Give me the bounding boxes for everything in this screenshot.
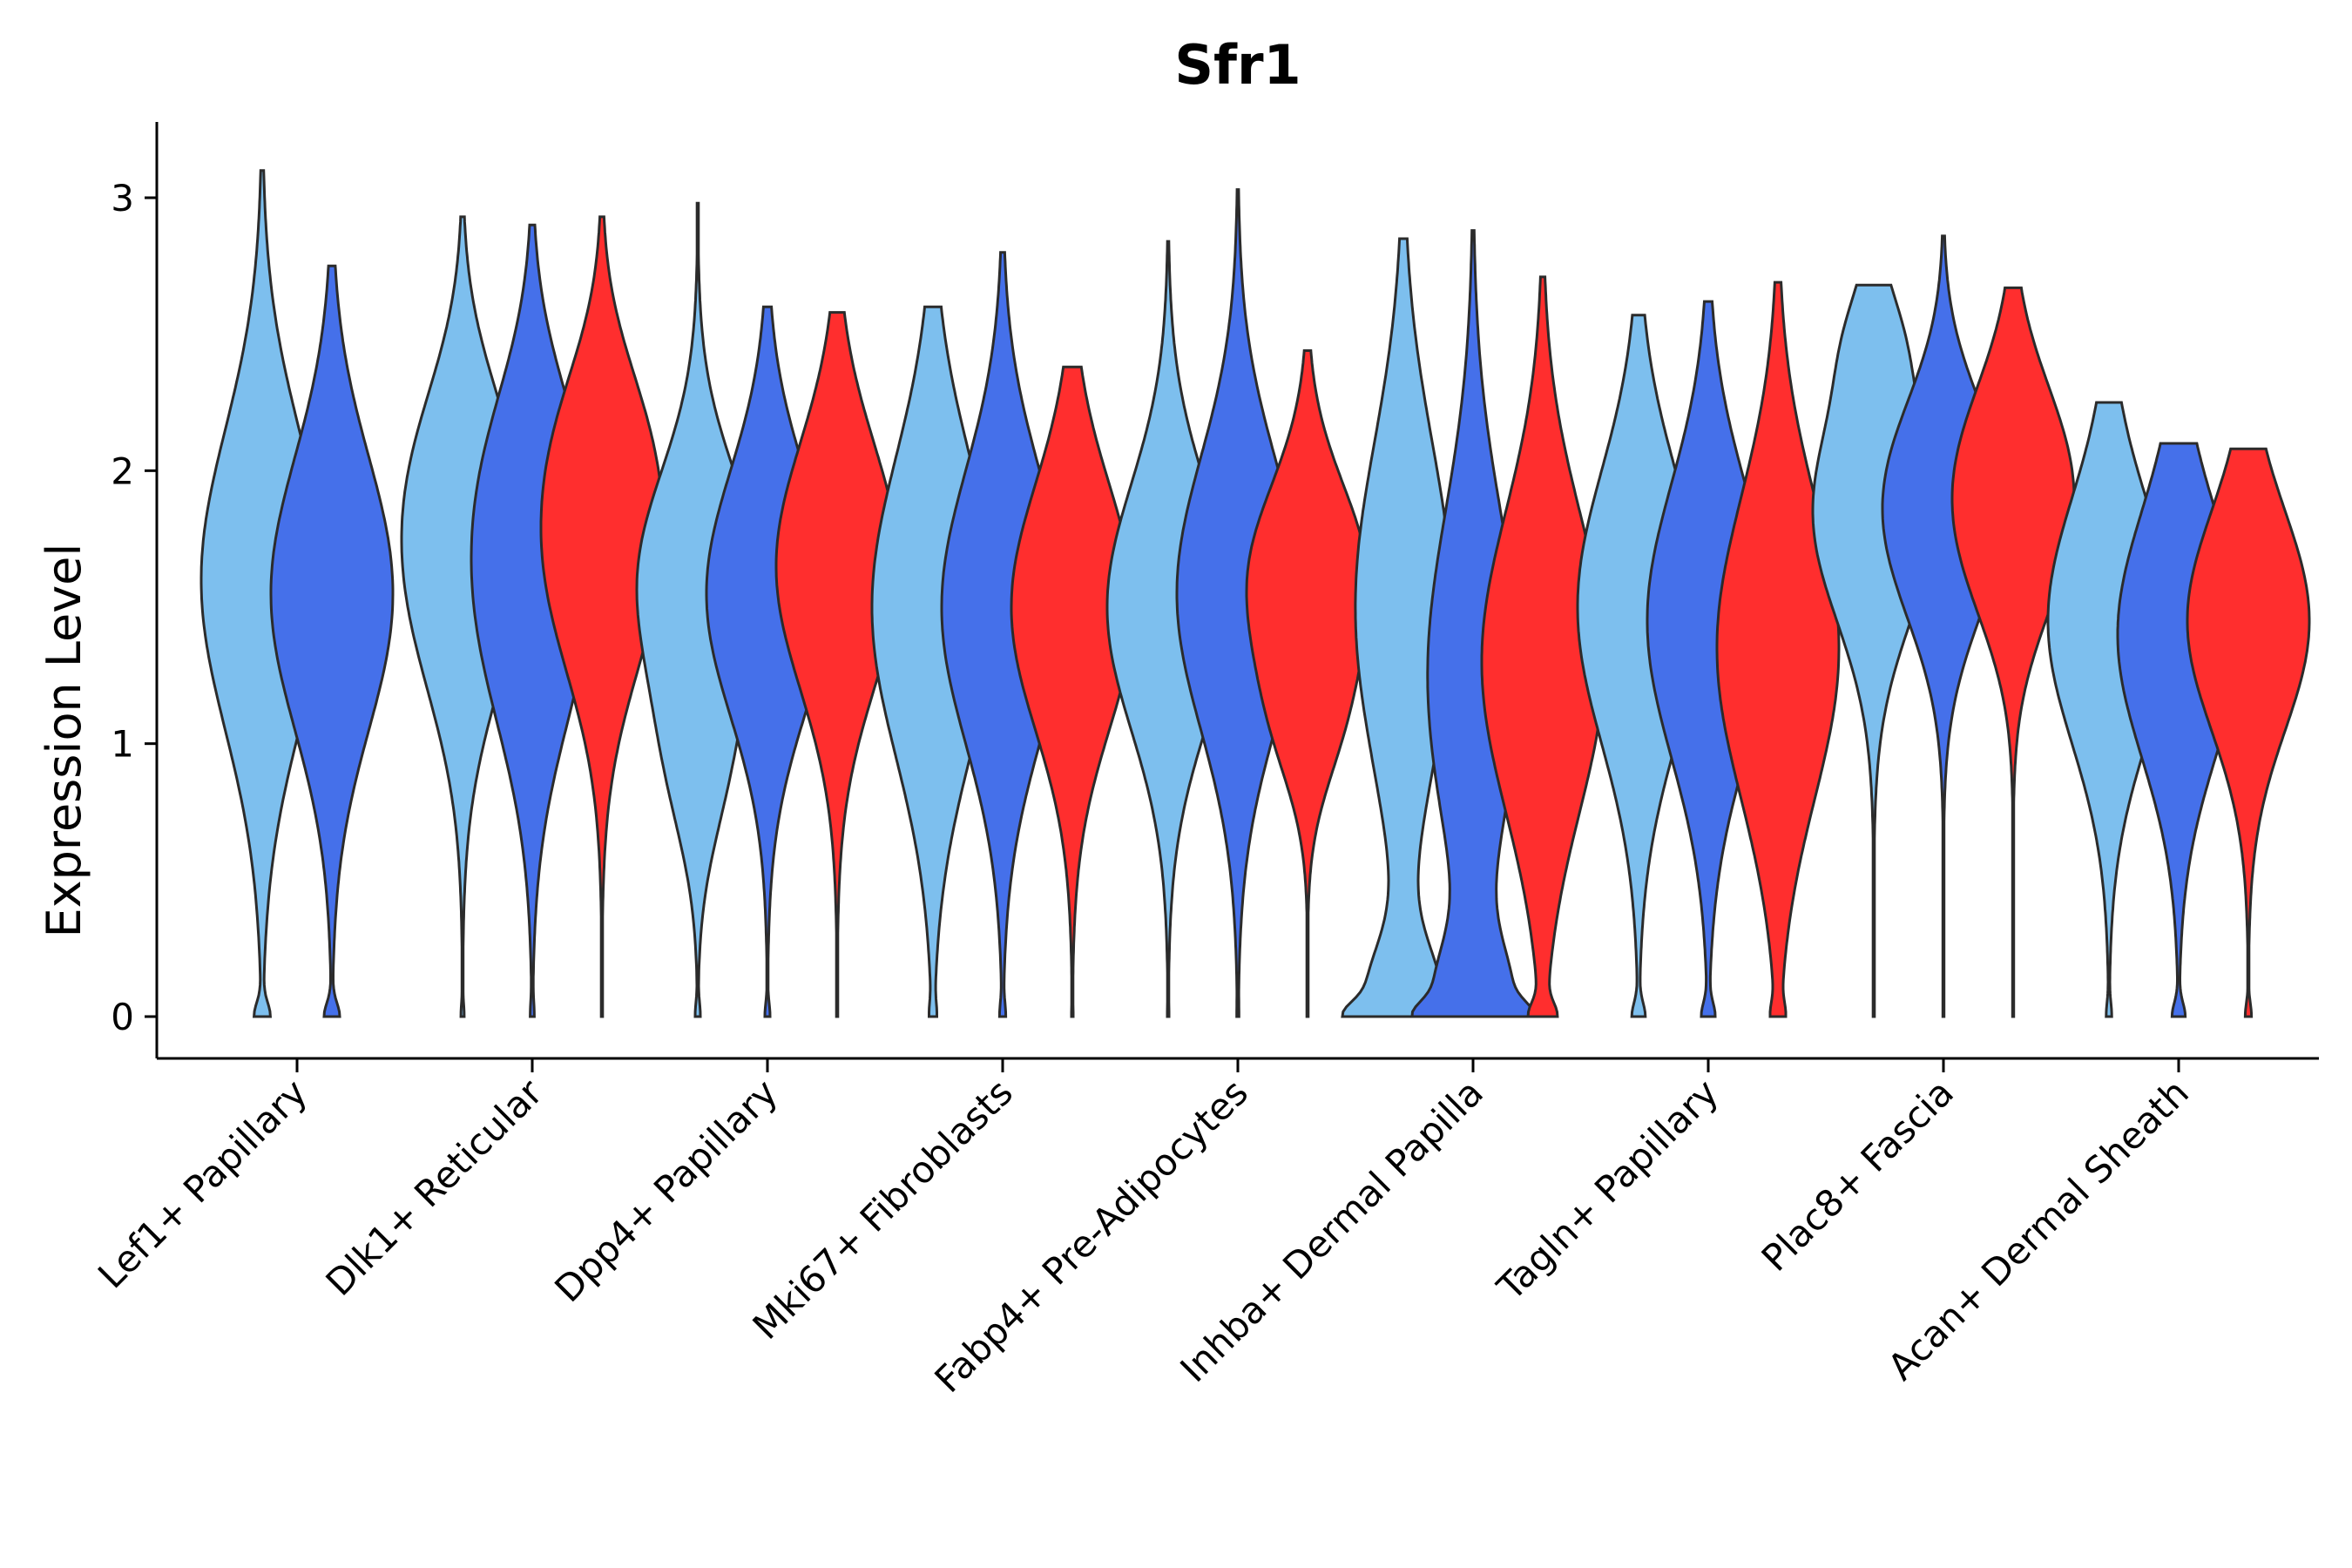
x-category-label: Tagln+ Papillary (1489, 1071, 1727, 1308)
y-tick-label-1: 1 (111, 723, 134, 766)
x-category-label: Mki67+ Fibroblasts (745, 1071, 1021, 1347)
y-tick-label-2: 2 (111, 449, 134, 492)
violin-0-1 (269, 264, 395, 1018)
violin-1-2 (539, 215, 665, 1018)
axes-layer: 0 1 2 3 Lef1+ Papillary Dlk1+ ReticularDpp4+ … (90, 122, 2319, 1401)
x-category-label: Plac8+ Fascia (1754, 1071, 1962, 1279)
violin-8-2 (2186, 447, 2311, 1018)
violin-7-2 (1950, 286, 2076, 1018)
x-category-label: Lef1+ Papillary (90, 1071, 315, 1296)
y-tick-label-0: 0 (111, 996, 134, 1038)
violin-4-2 (1245, 349, 1370, 1018)
chart-title: Sfr1 (1174, 33, 1301, 97)
violin-6-2 (1715, 280, 1841, 1018)
y-axis-label: Expression Level (37, 544, 91, 938)
violin-layer (199, 169, 2311, 1018)
violin-5-2 (1480, 275, 1605, 1018)
x-category-label: Dlk1+ Reticular (318, 1071, 551, 1304)
x-category-label: Dpp4+ Papillary (546, 1071, 786, 1310)
violin-3-2 (1010, 365, 1135, 1018)
violin-4-0 (1105, 240, 1231, 1018)
violin-2-0 (635, 201, 760, 1018)
violin-3-1 (940, 251, 1065, 1018)
y-tick-label-3: 3 (111, 177, 134, 220)
violin-2-2 (774, 311, 900, 1018)
